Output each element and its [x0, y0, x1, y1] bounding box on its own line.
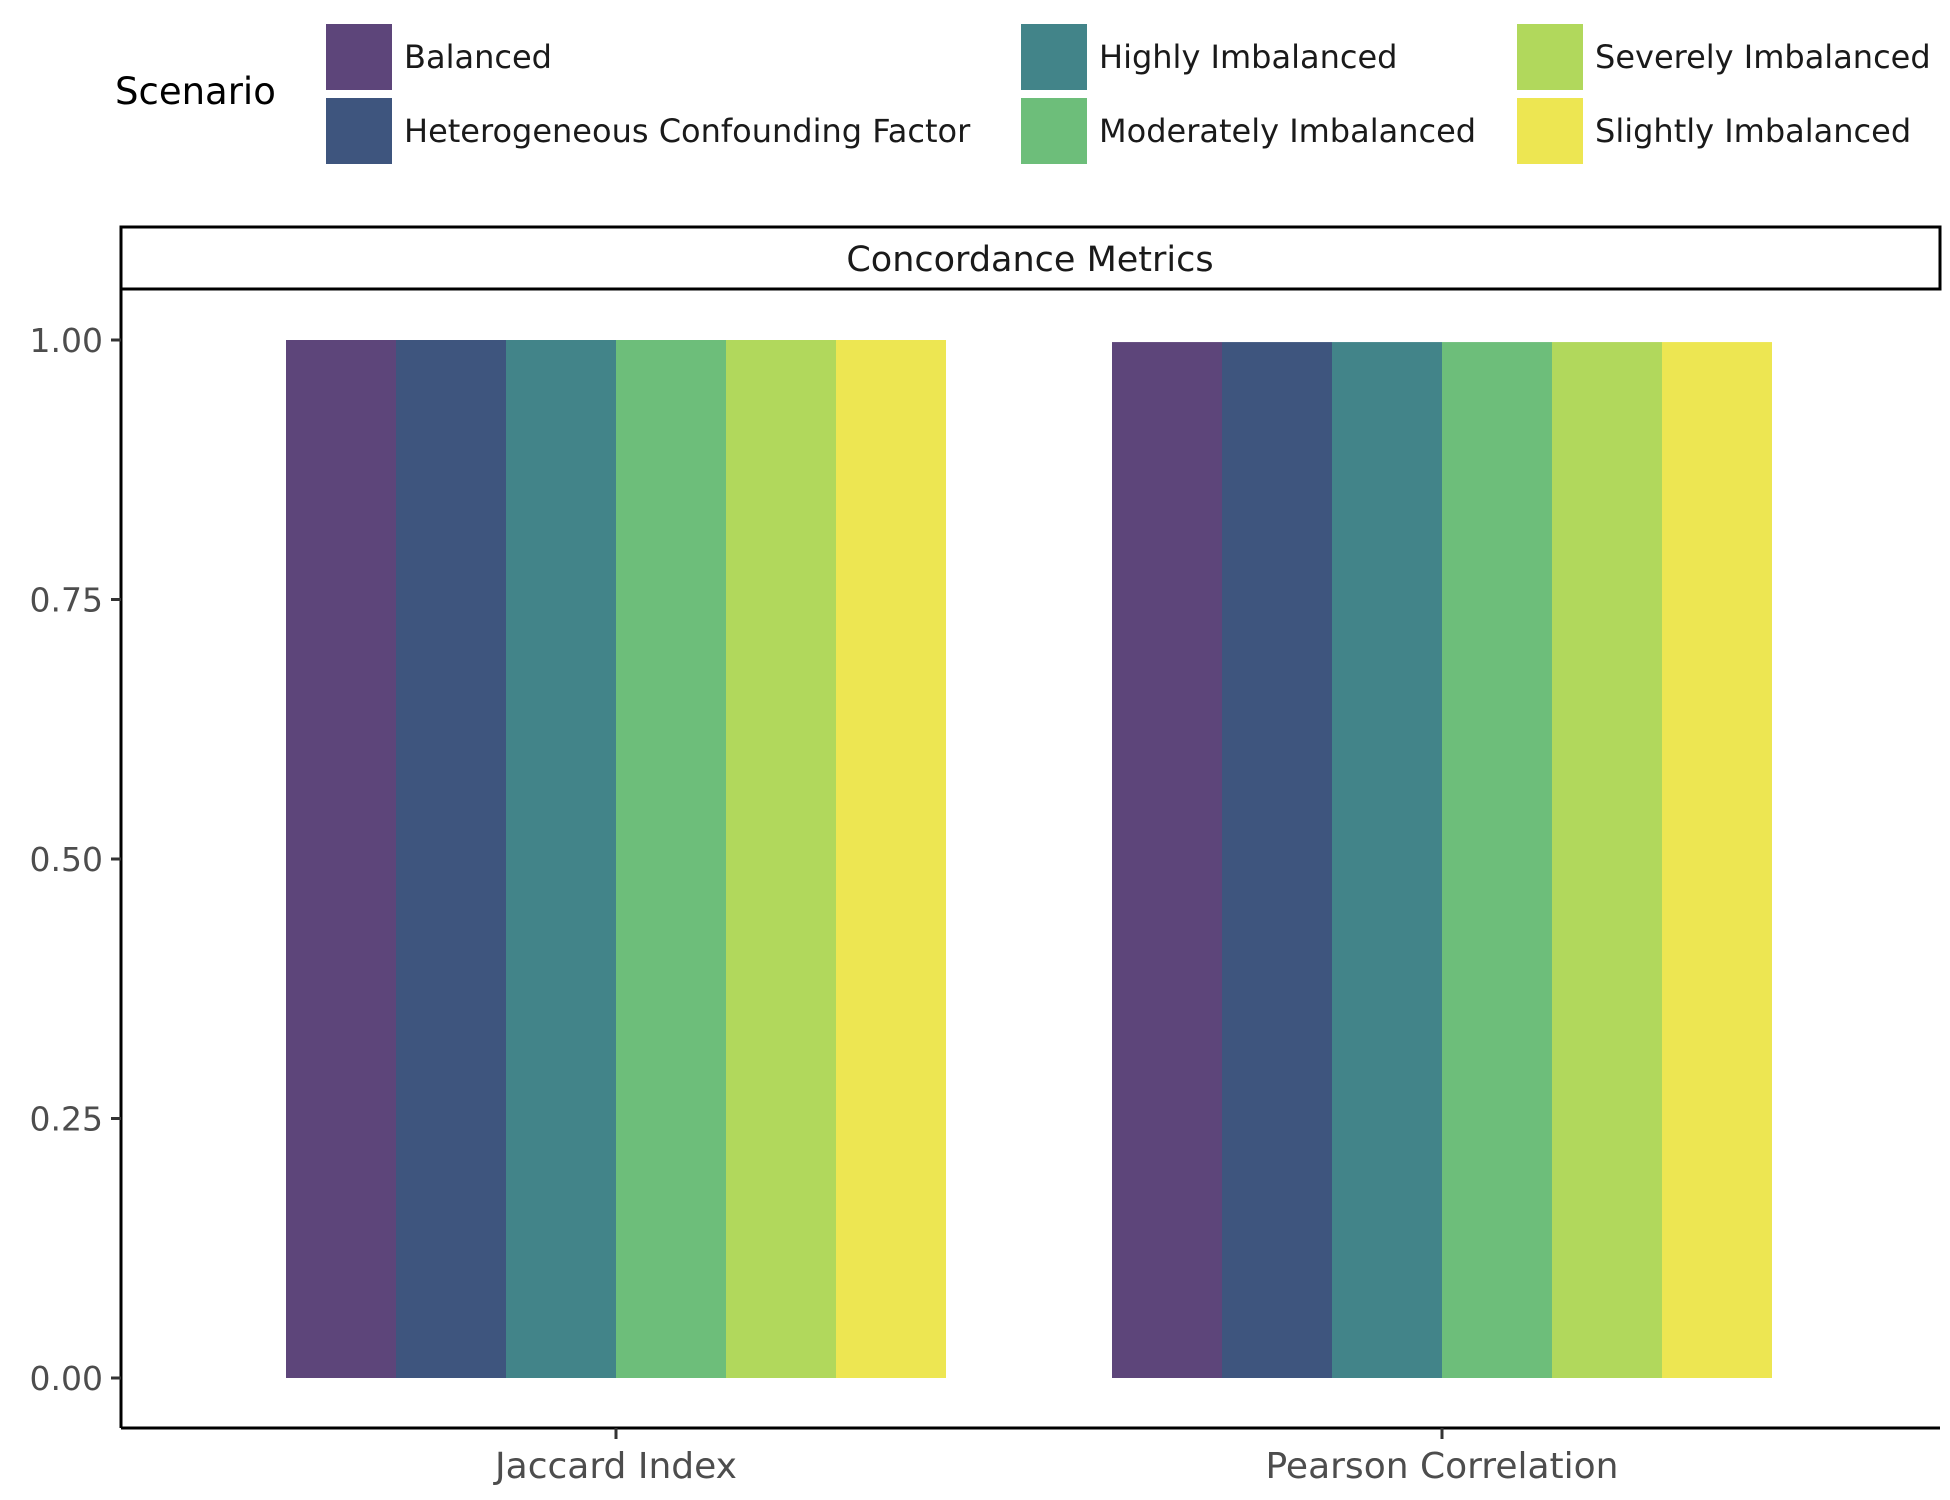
- bar-jaccard-index-slightly-imbalanced: [836, 340, 946, 1378]
- y-tick-label: 0.00: [30, 1359, 103, 1398]
- x-axis: Jaccard Index Pearson Correlation: [121, 1426, 1940, 1487]
- legend-label-balanced: Balanced: [404, 38, 552, 76]
- legend-label-highly-imbalanced: Highly Imbalanced: [1099, 38, 1397, 76]
- y-tick-label: 0.50: [30, 840, 103, 879]
- facet-strip-box: [119, 225, 1942, 291]
- bars: [286, 340, 1772, 1379]
- legend-label-moderately-imbalanced: Moderately Imbalanced: [1099, 112, 1476, 150]
- legend-key-highly-imbalanced: [1021, 24, 1087, 90]
- legend-items: Balanced Heterogeneous Confounding Factor…: [326, 24, 1931, 164]
- bar-jaccard-index-heterogeneous-confounding-factor: [396, 340, 506, 1378]
- facet-strip-label: Concordance Metrics: [846, 240, 1213, 280]
- legend-key-severely-imbalanced: [1517, 24, 1583, 90]
- bar-jaccard-index-balanced: [286, 340, 396, 1378]
- legend-key-slightly-imbalanced: [1517, 98, 1583, 164]
- plot-panel: 0.00 0.25 0.50 0.75 1.00 Jaccard Index Pearso…: [30, 289, 1940, 1487]
- y-tick-label: 0.75: [30, 581, 103, 620]
- x-tick-label-jaccard-index: Jaccard Index: [493, 1446, 737, 1487]
- legend-label-severely-imbalanced: Severely Imbalanced: [1595, 38, 1931, 76]
- legend-key-moderately-imbalanced: [1021, 98, 1087, 164]
- legend-label-slightly-imbalanced: Slightly Imbalanced: [1595, 112, 1911, 150]
- bar-jaccard-index-moderately-imbalanced: [616, 340, 726, 1378]
- bar-jaccard-index-highly-imbalanced: [506, 340, 616, 1378]
- y-tick-label: 0.25: [30, 1100, 103, 1139]
- legend: Scenario Balanced Heterogeneous Confoundi…: [115, 24, 1931, 164]
- legend-label-heterogeneous-confounding-factor: Heterogeneous Confounding Factor: [404, 112, 971, 150]
- bar-pearson-correlation-moderately-imbalanced: [1442, 342, 1552, 1379]
- y-tick-label: 1.00: [30, 321, 103, 360]
- bar-pearson-correlation-highly-imbalanced: [1332, 342, 1442, 1379]
- legend-title: Scenario: [115, 70, 276, 113]
- legend-key-balanced: [326, 24, 392, 90]
- bar-pearson-correlation-severely-imbalanced: [1552, 342, 1662, 1379]
- bar-pearson-correlation-slightly-imbalanced: [1662, 342, 1772, 1379]
- bar-jaccard-index-severely-imbalanced: [726, 340, 836, 1378]
- bar-pearson-correlation-heterogeneous-confounding-factor: [1222, 342, 1332, 1379]
- x-tick-label-pearson-correlation: Pearson Correlation: [1266, 1446, 1619, 1487]
- facet-strip: Concordance Metrics: [119, 225, 1942, 291]
- legend-key-heterogeneous-confounding-factor: [326, 98, 392, 164]
- bar-pearson-correlation-balanced: [1112, 342, 1222, 1379]
- y-axis: 0.00 0.25 0.50 0.75 1.00: [30, 289, 123, 1428]
